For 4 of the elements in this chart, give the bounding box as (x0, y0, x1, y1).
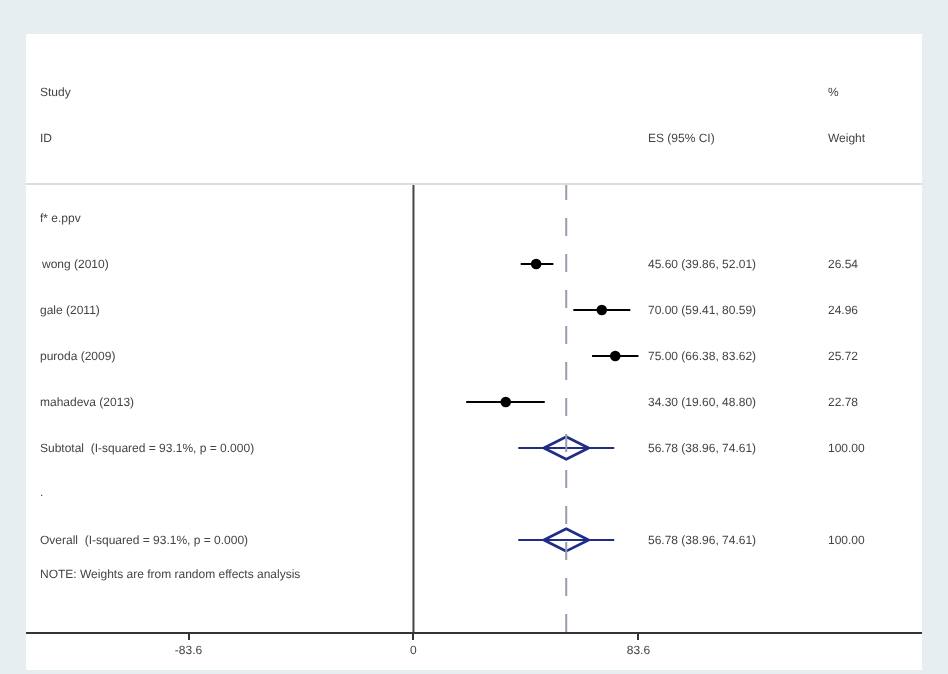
point (530, 258, 542, 270)
point (500, 396, 512, 408)
point (609, 350, 621, 362)
point (596, 304, 608, 316)
